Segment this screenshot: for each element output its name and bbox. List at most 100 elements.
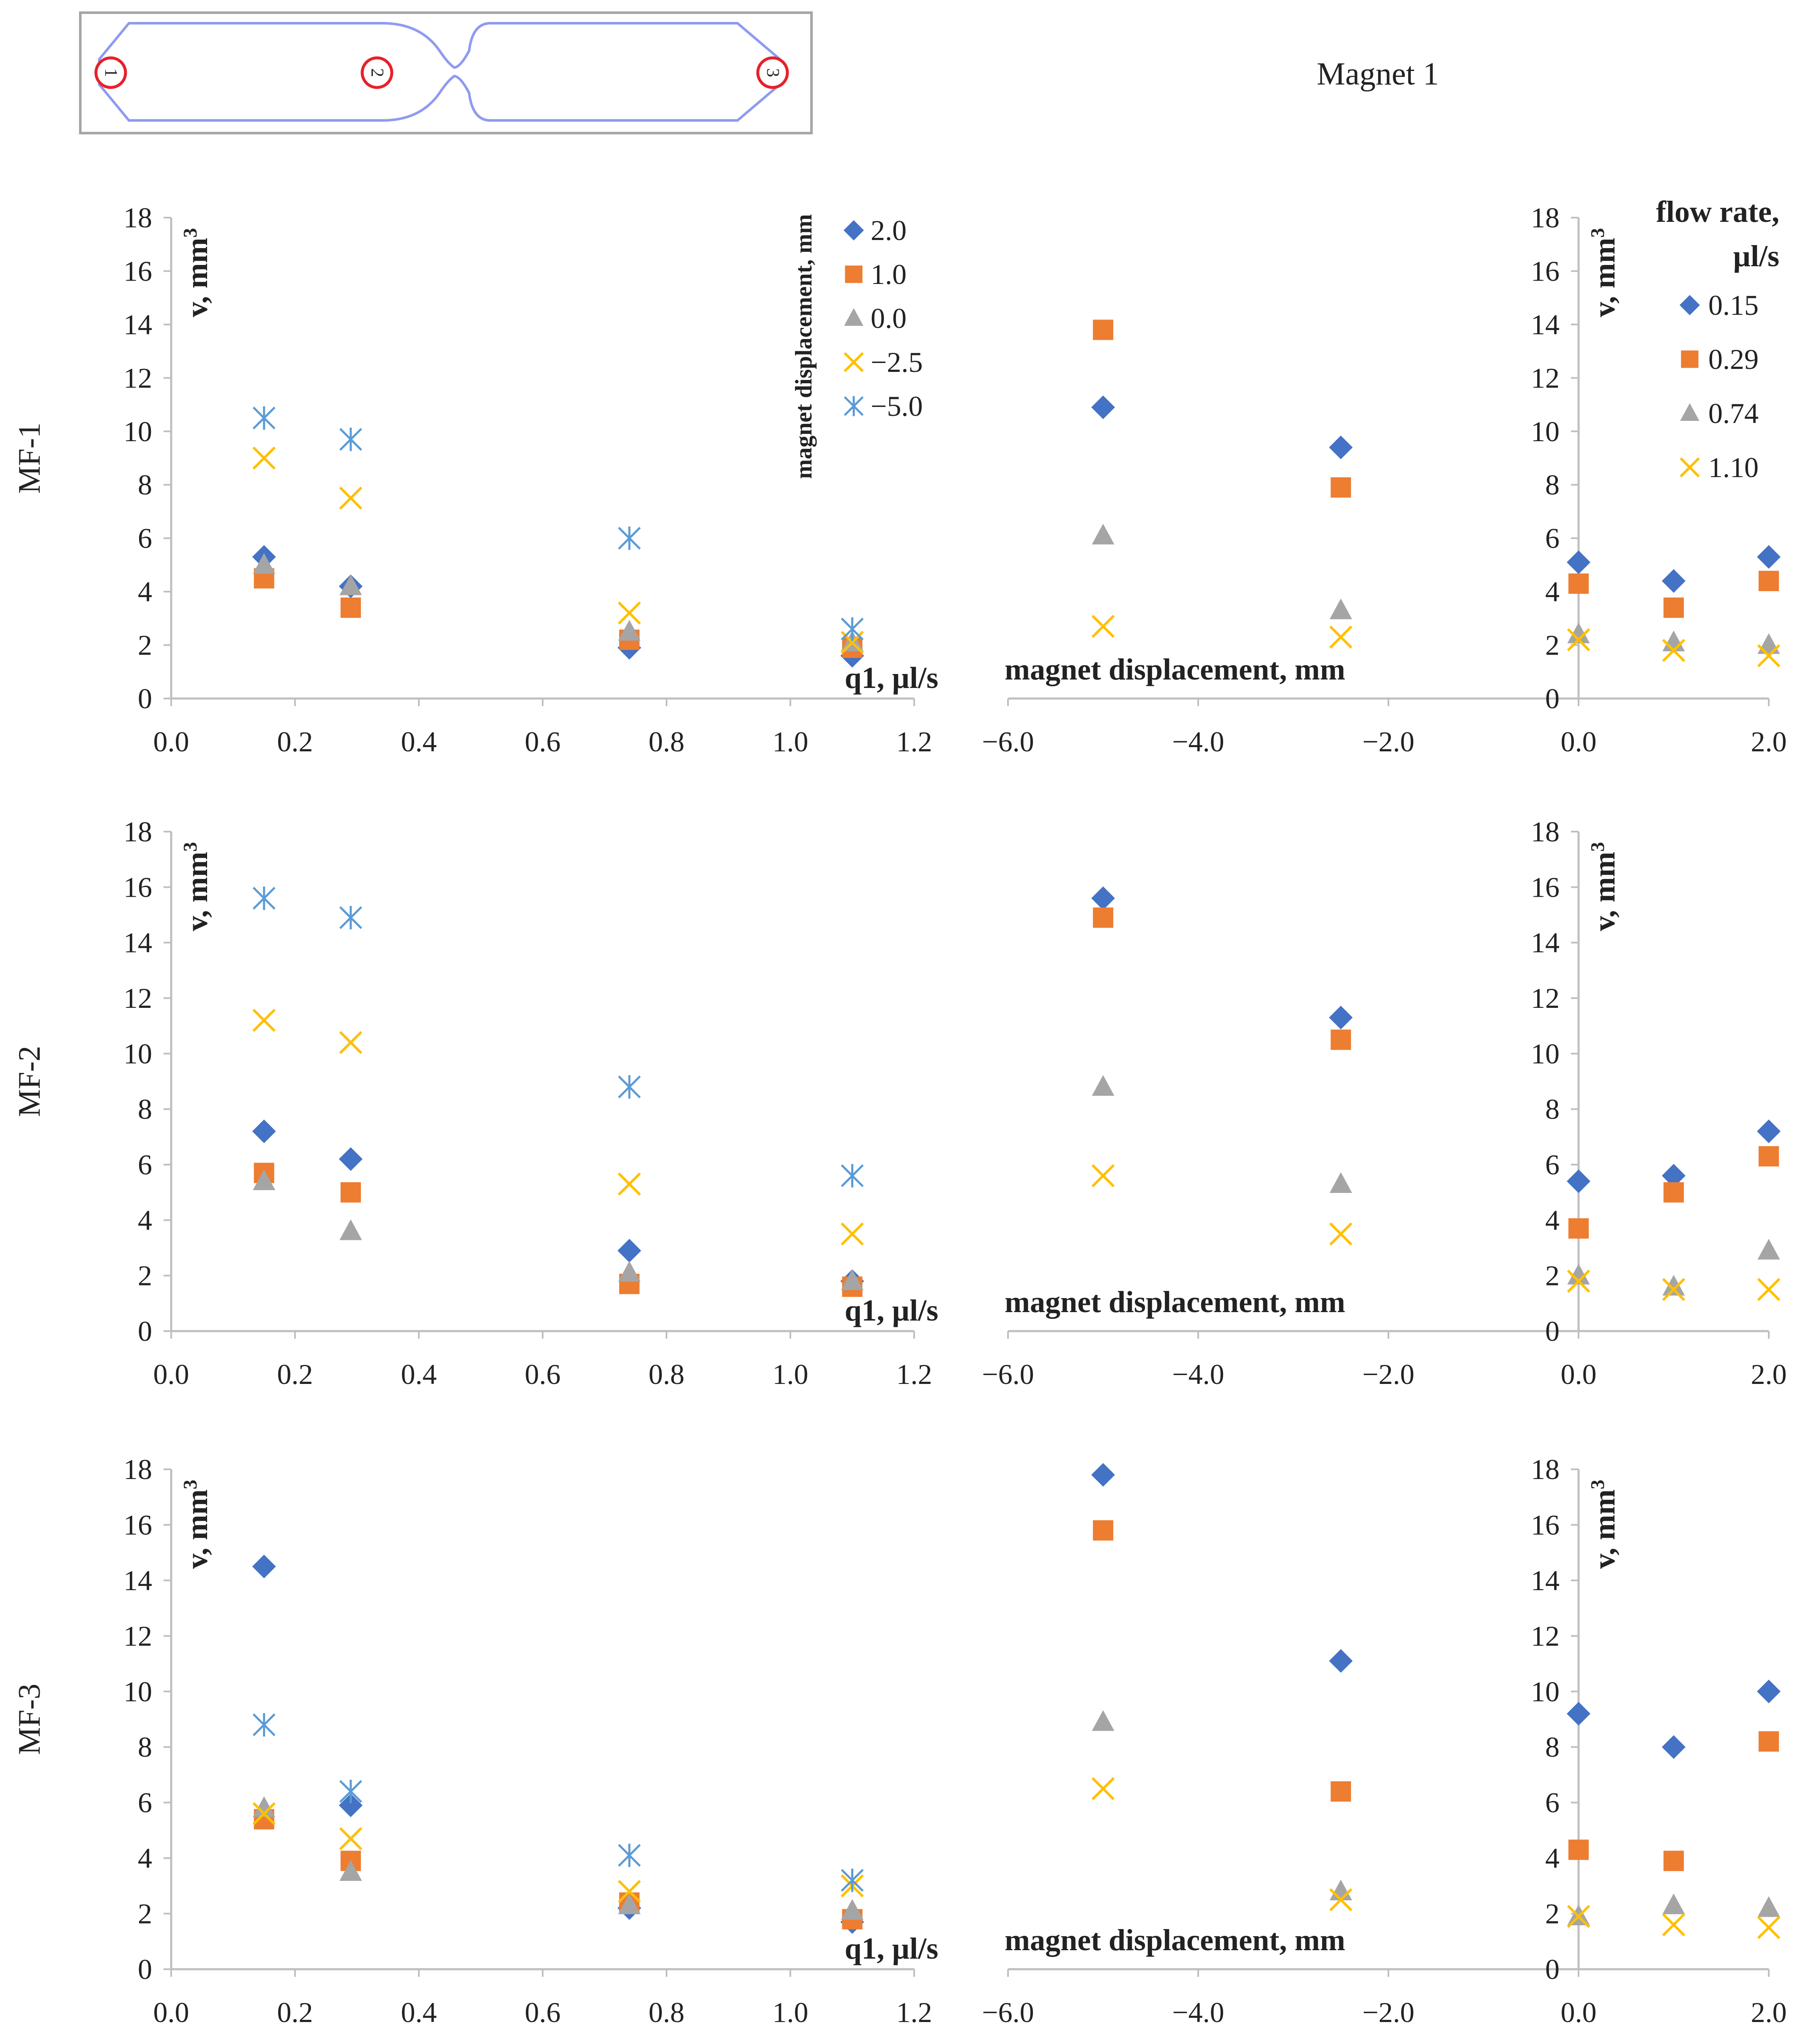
data-point xyxy=(841,617,864,641)
y-tick-label: 8 xyxy=(138,1731,152,1763)
port-2-label: 2 xyxy=(367,68,387,77)
data-point xyxy=(1567,622,1590,644)
y-tick-label: 0 xyxy=(138,1953,152,1985)
data-point xyxy=(1568,1218,1589,1239)
data-point xyxy=(618,619,641,641)
port-1-label: 1 xyxy=(101,68,120,77)
data-point xyxy=(617,601,641,625)
data-point xyxy=(1567,1269,1590,1293)
x-tick-label: −6.0 xyxy=(982,1358,1034,1390)
data-point xyxy=(1567,1169,1590,1193)
data-point xyxy=(252,406,276,430)
data-point xyxy=(339,486,363,510)
x-tick-label: 1.2 xyxy=(896,726,932,758)
y-tick-label: 2 xyxy=(138,629,152,661)
legend-right-label: 0.29 xyxy=(1708,343,1759,375)
y-tick-label: 12 xyxy=(123,1620,152,1652)
data-point xyxy=(1329,1222,1352,1246)
panel-MF-1-flow: 0.0 0.2 0.4 0.6 0.8 1.0 1.2 0 2 4 6 8 10 12 14 16 18 v, m… xyxy=(123,202,938,758)
port-2: 2 xyxy=(361,56,393,89)
data-point xyxy=(339,1219,362,1240)
data-point xyxy=(339,906,362,930)
x-axis-label: magnet displacement, mm xyxy=(1005,1923,1345,1957)
data-point xyxy=(1662,1913,1686,1937)
y-tick-label: 18 xyxy=(1531,816,1560,848)
legend-left-label: 0.0 xyxy=(871,302,907,334)
row-label: MF-2 xyxy=(12,1046,47,1117)
data-point xyxy=(253,1796,276,1817)
y-tick-label: 8 xyxy=(1545,469,1560,501)
y-tick-label: 16 xyxy=(123,871,152,903)
data-point xyxy=(252,886,276,910)
legend-right-title-line2: µl/s xyxy=(1733,239,1779,273)
x-axis-label: magnet displacement, mm xyxy=(1005,1285,1345,1319)
port-1: 1 xyxy=(94,56,127,89)
legend-right-title-line1: flow rate, xyxy=(1656,195,1779,229)
y-tick-label: 4 xyxy=(138,1842,152,1874)
y-tick-label: 12 xyxy=(1531,1620,1560,1652)
data-point xyxy=(617,1239,642,1263)
data-point xyxy=(841,1899,864,1920)
data-point xyxy=(1663,1182,1684,1203)
x-tick-label: 0.4 xyxy=(401,1358,437,1390)
row-label: MF-1 xyxy=(12,423,47,494)
data-point xyxy=(1757,1916,1781,1939)
x-tick-label: 2.0 xyxy=(1751,1358,1787,1390)
y-tick-label: 18 xyxy=(1531,202,1560,234)
x-tick-label: 0.2 xyxy=(277,1358,313,1390)
y-tick-label: 6 xyxy=(138,522,152,554)
y-tick-label: 14 xyxy=(123,1564,152,1596)
data-point xyxy=(339,574,362,595)
data-point xyxy=(1662,1893,1685,1914)
x-tick-label: 1.2 xyxy=(896,1358,932,1390)
data-point xyxy=(339,1793,363,1817)
x-tick-label: −2.0 xyxy=(1362,1996,1414,2028)
legend-left-marker xyxy=(844,220,864,240)
data-point xyxy=(1567,1905,1590,1928)
data-point xyxy=(253,1169,276,1190)
data-point xyxy=(1757,1278,1781,1301)
x-tick-label: 0.0 xyxy=(1561,726,1597,758)
data-point xyxy=(252,1555,276,1579)
legend-right-marker xyxy=(1681,350,1699,368)
x-tick-label: −4.0 xyxy=(1172,1996,1224,2028)
y-tick-label: 10 xyxy=(123,415,152,448)
data-point xyxy=(1662,1735,1686,1759)
data-point xyxy=(841,1868,864,1892)
port-3: 3 xyxy=(756,56,789,89)
data-point xyxy=(1758,1731,1779,1752)
channel-schematic: 1 2 3 xyxy=(79,11,813,134)
y-tick-label: 4 xyxy=(1545,576,1560,608)
x-tick-label: −6.0 xyxy=(982,1996,1034,2028)
y-axis-label-main: v, mm xyxy=(180,852,214,931)
y-tick-label: 0 xyxy=(138,1315,152,1347)
y-axis-label: v, mm3 xyxy=(1587,228,1621,317)
y-tick-label: 6 xyxy=(1545,1787,1560,1819)
y-tick-label: 6 xyxy=(1545,522,1560,554)
data-point xyxy=(1092,1710,1115,1731)
data-point xyxy=(618,1893,641,1914)
x-tick-label: 0.8 xyxy=(649,726,685,758)
y-tick-label: 4 xyxy=(1545,1842,1560,1874)
x-tick-label: 0.2 xyxy=(277,726,313,758)
x-tick-label: −6.0 xyxy=(982,726,1034,758)
data-point xyxy=(1092,1075,1115,1096)
y-tick-label: 18 xyxy=(1531,1453,1560,1485)
data-point xyxy=(1662,1164,1686,1188)
x-tick-label: 1.0 xyxy=(773,726,809,758)
y-tick-label: 14 xyxy=(123,308,152,341)
x-tick-label: 1.0 xyxy=(773,1358,809,1390)
y-tick-label: 18 xyxy=(123,1453,152,1485)
y-tick-label: 18 xyxy=(123,816,152,848)
x-tick-label: 2.0 xyxy=(1751,726,1787,758)
data-point xyxy=(252,1119,276,1143)
y-tick-label: 8 xyxy=(138,469,152,501)
data-point xyxy=(1662,639,1686,662)
panel-MF-2-flow: 0.0 0.2 0.4 0.6 0.8 1.0 1.2 0 2 4 6 8 10 12 14 16 18 v, m… xyxy=(123,816,938,1390)
y-axis-label: v, mm3 xyxy=(179,842,214,931)
legend-left-marker xyxy=(845,265,863,283)
x-tick-label: −4.0 xyxy=(1172,726,1224,758)
y-tick-label: 18 xyxy=(123,202,152,234)
x-tick-label: −4.0 xyxy=(1172,1358,1224,1390)
x-tick-label: 0.0 xyxy=(153,1996,189,2028)
